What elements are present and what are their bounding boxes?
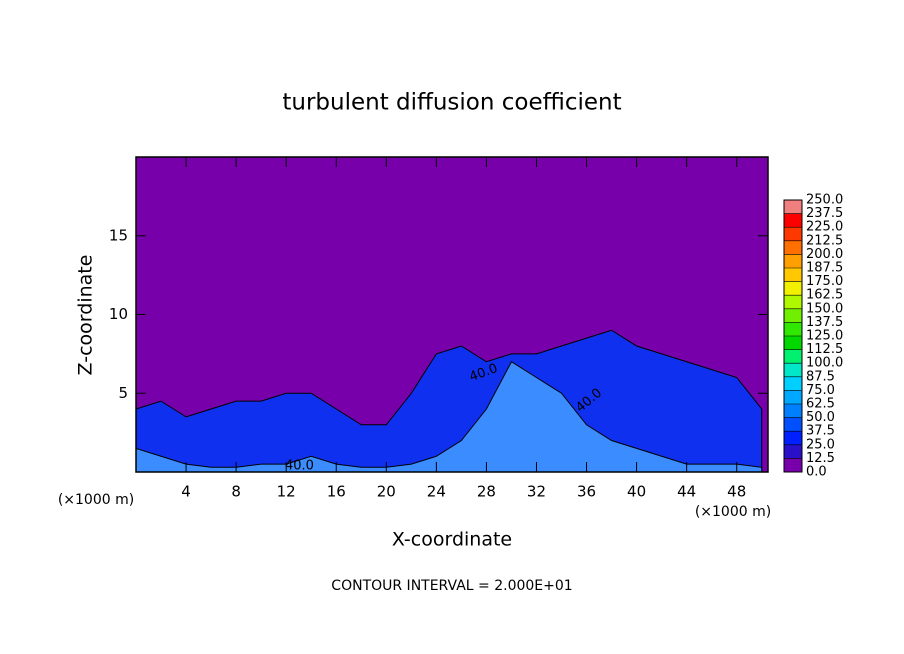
x-unit: (×1000 m)	[695, 504, 771, 520]
colorbar-label: 37.5	[806, 424, 835, 439]
x-axis-label: X-coordinate	[392, 529, 512, 551]
colorbar-label: 212.5	[806, 233, 843, 248]
colorbar-band	[784, 431, 802, 445]
colorbar-label: 50.0	[806, 410, 835, 425]
colorbar-band	[784, 404, 802, 418]
colorbar-band	[784, 390, 802, 404]
x-tick-label: 8	[231, 483, 241, 501]
colorbar-band	[784, 376, 802, 391]
y-unit: (×1000 m)	[58, 492, 134, 508]
x-tick-label: 32	[527, 483, 546, 501]
colorbar-band	[784, 281, 802, 296]
x-tick-label: 40	[627, 483, 646, 501]
colorbar-label: 225.0	[806, 220, 843, 235]
colorbar-band	[784, 295, 802, 309]
colorbar-label: 187.5	[806, 261, 843, 276]
plot-area	[135, 157, 768, 473]
x-tick-label: 28	[477, 483, 496, 501]
x-tick-label: 16	[327, 483, 346, 501]
colorbar-label: 200.0	[806, 247, 843, 262]
colorbar-label: 175.0	[806, 274, 843, 289]
x-tick-label: 48	[727, 483, 746, 501]
colorbar-band	[784, 254, 802, 268]
colorbar-band	[784, 308, 802, 323]
colorbar-band	[784, 200, 802, 214]
colorbar-label: 100.0	[806, 356, 843, 371]
colorbar-band	[784, 336, 802, 350]
y-tick-label: 15	[109, 226, 128, 244]
colorbar-band	[784, 322, 802, 336]
colorbar-band	[784, 363, 802, 377]
colorbar-band	[784, 444, 802, 459]
colorbar-band	[784, 268, 802, 282]
colorbar-label: 25.0	[806, 437, 835, 452]
contour-label: 40.0	[285, 459, 314, 474]
colorbar-band	[784, 213, 802, 228]
colorbar-label: 137.5	[806, 315, 843, 330]
x-tick-label: 36	[577, 483, 596, 501]
colorbar-label: 12.5	[806, 451, 835, 466]
colorbar-label: 75.0	[806, 383, 835, 398]
colorbar-band	[784, 417, 802, 432]
colorbar-label: 125.0	[806, 329, 843, 344]
colorbar-label: 250.0	[806, 193, 843, 208]
chart-title: turbulent diffusion coefficient	[282, 90, 621, 116]
y-axis-label: Z-coordinate	[75, 255, 97, 376]
x-tick-label: 12	[277, 483, 296, 501]
colorbar-label: 162.5	[806, 288, 843, 303]
footnote: CONTOUR INTERVAL = 2.000E+01	[331, 578, 572, 594]
y-tick-label: 10	[109, 305, 128, 323]
y-tick-label: 5	[118, 384, 128, 402]
field-region	[135, 361, 763, 473]
colorbar-label: 0.0	[806, 465, 827, 480]
x-tick-label: 4	[181, 483, 191, 501]
colorbar-label: 150.0	[806, 301, 843, 316]
x-tick-label: 20	[377, 483, 396, 501]
x-tick-label: 44	[677, 483, 696, 501]
x-tick-label: 24	[427, 483, 446, 501]
colorbar-label: 87.5	[806, 369, 835, 384]
colorbar-band	[784, 349, 802, 364]
colorbar-label: 62.5	[806, 397, 835, 412]
colorbar-label: 237.5	[806, 206, 843, 221]
colorbar-label: 112.5	[806, 342, 843, 357]
colorbar-band	[784, 240, 802, 255]
colorbar-band	[784, 227, 802, 241]
colorbar-band	[784, 458, 802, 472]
